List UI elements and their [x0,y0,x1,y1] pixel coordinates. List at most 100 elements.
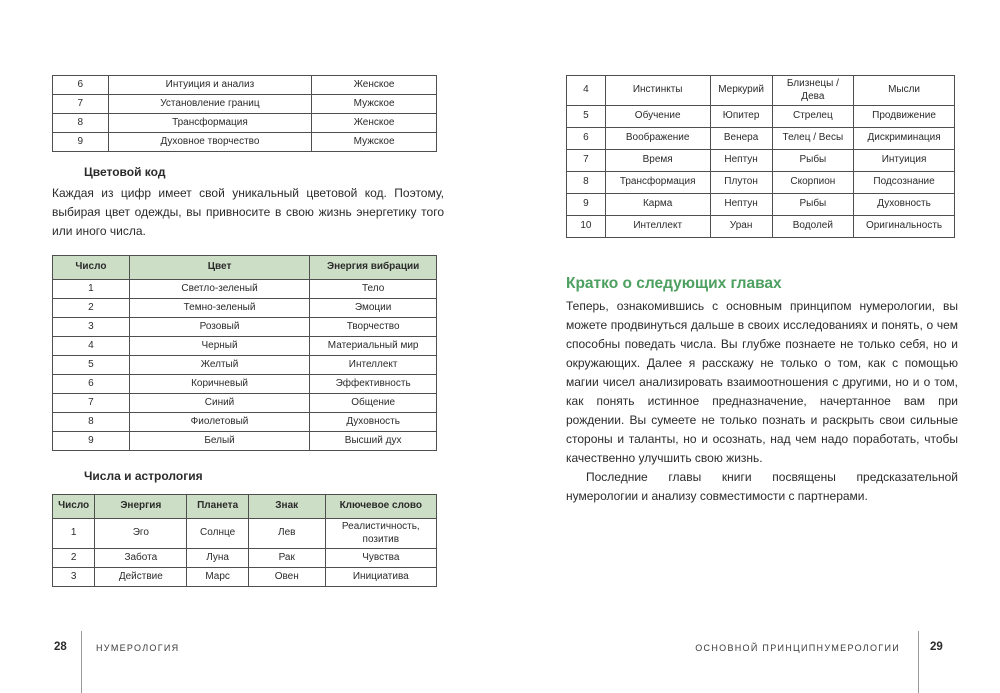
table-cell: Подсознание [853,171,955,194]
table-row: 9 Духовное творчество Мужское [52,132,437,152]
table-row: 9 Белый Высший дух [52,431,437,451]
table-cell: Женское [311,75,437,95]
table-cell: Трансформация [604,171,711,194]
table-row: 2 Темно-зеленый Эмоции [52,298,437,318]
table-cell: Чувства [324,548,438,568]
table-cell: Темно-зеленый [128,298,311,318]
table-cell: Черный [128,336,311,356]
table-row: 10 Интеллект Уран Водолей Оригинальность [566,215,955,238]
table-cell: Водолей [771,215,855,238]
table-cell: 7 [566,149,606,172]
table-cell: Воображение [604,127,711,150]
table-row: 7 Время Нептун Рыбы Интуиция [566,149,955,172]
table-cell: Инстинкты [604,75,711,106]
table-cell: Мужское [311,132,437,152]
table-cell: 3 [51,567,96,587]
table-cell: Мысли [853,75,955,106]
table-cell: 4 [52,336,130,356]
table-cell: Установление границ [107,94,313,114]
running-title-left: НУМЕРОЛОГИЯ [96,643,180,653]
table-cell: Творчество [309,317,437,337]
table-cell: Коричневый [128,374,311,394]
table-cell: 7 [52,94,109,114]
table-cell: Женское [311,113,437,133]
table-cell: 8 [566,171,606,194]
table-row: 8 Трансформация Женское [52,113,437,133]
table-cell: Эго [94,518,188,549]
table-cell: Трансформация [107,113,313,133]
chapters-paragraph-1: Теперь, ознакомившись с основным принцип… [566,299,958,465]
table-cell: Мужское [311,94,437,114]
table-cell: 9 [52,431,130,451]
table-row: 6 Воображение Венера Телец / Весы Дискримина… [566,127,955,150]
table-row: 3 Розовый Творчество [52,317,437,337]
table-row: 9 Карма Нептун Рыбы Духовность [566,193,955,216]
table-cell: Рак [247,548,326,568]
table-row: 5 Желтый Интеллект [52,355,437,375]
footer-divider-left [81,631,82,693]
table-cell: Скорпион [771,171,855,194]
gender-table: 6 Интуиция и анализ Женское 7 Установление г… [52,75,437,152]
table-row: 7 Установление границ Мужское [52,94,437,114]
table-cell: 2 [52,298,130,318]
table-cell: Телец / Весы [771,127,855,150]
table-cell: Марс [186,567,249,587]
chapters-paragraph-2: Последние главы книги посвящены предсказ… [566,470,958,503]
table-cell: Материальный мир [309,336,437,356]
table-row: 5 Обучение Юпитер Стрелец Продвижение [566,105,955,128]
table-cell: Стрелец [771,105,855,128]
table-cell: 1 [51,518,96,549]
table-cell: Продвижение [853,105,955,128]
table-cell: 4 [566,75,606,106]
table-row: 1 Эго Солнце Лев Реалистичность, позитив [51,518,438,549]
table-cell: Время [604,149,711,172]
table-cell: Луна [186,548,249,568]
table-cell: Дискриминация [853,127,955,150]
table-cell: Фиолетовый [128,412,311,432]
table-cell: Рыбы [771,149,855,172]
table-cell: Карма [604,193,711,216]
astrology-table: Число Энергия Планета Знак Ключевое слов… [51,494,438,587]
table-row: 6 Интуиция и анализ Женское [52,75,437,95]
column-header: Знак [247,494,326,519]
page-number-right: 29 [930,641,943,653]
table-cell: Интуиция [853,149,955,172]
table-cell: Лев [247,518,326,549]
table-row: 3 Действие Марс Овен Инициатива [51,567,438,587]
table-cell: Синий [128,393,311,413]
table-cell: 6 [52,75,109,95]
column-header: Цвет [128,255,311,280]
table-cell: 6 [566,127,606,150]
table-cell: 3 [52,317,130,337]
table-cell: Близнецы / Дева [771,75,855,106]
table-cell: Венера [709,127,773,150]
table-cell: 9 [566,193,606,216]
table-row: 4 Черный Материальный мир [52,336,437,356]
column-header: Энергия [94,494,188,519]
astrology-table-continued: 4 Инстинкты Меркурий Близнецы / Дева Мысли 5 О… [566,75,955,238]
next-chapters-heading: Кратко о следующих главах [566,275,782,292]
table-cell: Овен [247,567,326,587]
table-cell: Юпитер [709,105,773,128]
table-cell: 5 [52,355,130,375]
table-cell: Уран [709,215,773,238]
table-row: 7 Синий Общение [52,393,437,413]
table-cell: Желтый [128,355,311,375]
table-cell: 7 [52,393,130,413]
table-cell: Высший дух [309,431,437,451]
column-header: Энергия вибрации [309,255,437,280]
table-cell: Розовый [128,317,311,337]
page-number-left: 28 [54,641,67,653]
table-cell: Светло-зеленый [128,279,311,299]
table-row: 6 Коричневый Эффективность [52,374,437,394]
table-cell: 8 [52,113,109,133]
table-cell: Забота [94,548,188,568]
column-header: Ключевое слово [324,494,438,519]
table-row: 2 Забота Луна Рак Чувства [51,548,438,568]
table-cell: Интеллект [604,215,711,238]
color-table: Число Цвет Энергия вибрации 1 Светло-зеле… [52,255,437,451]
table-cell: 6 [52,374,130,394]
next-chapters-text: Теперь, ознакомившись с основным принцип… [566,297,958,506]
table-cell: 10 [566,215,606,238]
